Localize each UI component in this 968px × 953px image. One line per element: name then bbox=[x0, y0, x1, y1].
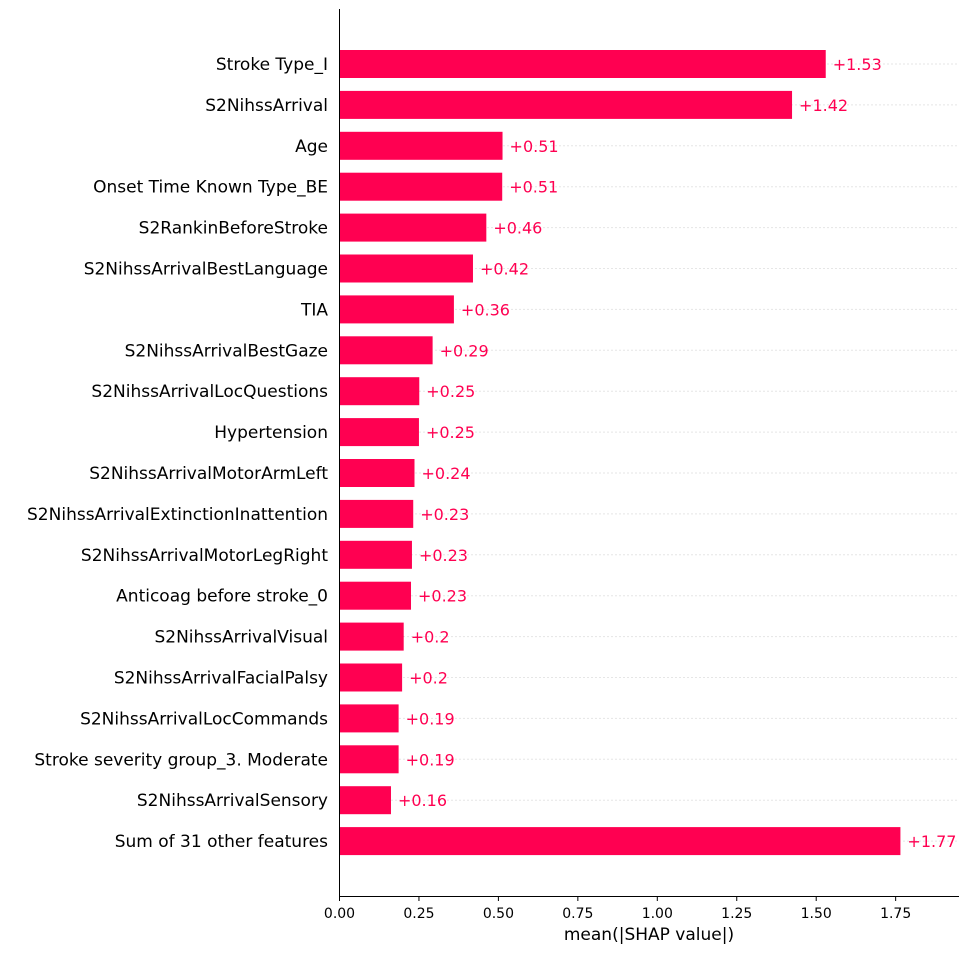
feature-label: S2NihssArrivalMotorArmLeft bbox=[89, 464, 328, 484]
bar bbox=[339, 131, 503, 160]
feature-label: S2NihssArrivalFacialPalsy bbox=[114, 669, 328, 689]
feature-label: S2NihssArrivalVisual bbox=[154, 628, 328, 648]
value-label: +0.16 bbox=[398, 791, 447, 810]
bar bbox=[339, 213, 487, 242]
bar bbox=[339, 622, 404, 651]
feature-label: S2NihssArrivalBestLanguage bbox=[84, 260, 328, 280]
value-label: +0.25 bbox=[426, 423, 475, 442]
feature-label: Onset Time Known Type_BE bbox=[93, 178, 328, 198]
feature-label: S2NihssArrivalMotorLegRight bbox=[81, 546, 328, 566]
x-tick-label: 1.00 bbox=[642, 906, 673, 922]
feature-label: S2NihssArrivalLocQuestions bbox=[91, 382, 328, 402]
feature-label: Hypertension bbox=[214, 423, 328, 443]
value-label: +0.19 bbox=[406, 709, 455, 728]
bar bbox=[339, 254, 473, 283]
bar bbox=[339, 377, 420, 406]
feature-label: S2NihssArrivalLocCommands bbox=[80, 709, 328, 729]
bars bbox=[339, 50, 901, 856]
bar bbox=[339, 663, 403, 692]
feature-labels: Stroke Type_I S2NihssArrival Age Onset Time… bbox=[27, 55, 328, 852]
value-labels: +1.53 +1.42 +0.51 +0.51 +0.46 +0.42 +0.36 +0.29… bbox=[398, 55, 956, 851]
value-label: +0.29 bbox=[440, 341, 489, 360]
value-label: +0.23 bbox=[418, 587, 467, 606]
value-label: +0.25 bbox=[426, 382, 475, 401]
x-tick-label: 0.75 bbox=[562, 906, 593, 922]
bar bbox=[339, 581, 412, 610]
value-label: +0.42 bbox=[480, 260, 529, 279]
bar bbox=[339, 418, 419, 447]
bar bbox=[339, 745, 399, 774]
feature-label: Stroke severity group_3. Moderate bbox=[34, 750, 328, 770]
feature-label: S2NihssArrivalSensory bbox=[137, 791, 328, 811]
value-label: +1.77 bbox=[907, 832, 956, 851]
x-ticks: 0.00 0.25 0.50 0.75 1.00 1.25 1.50 1.75 bbox=[324, 896, 911, 922]
value-label: +1.42 bbox=[799, 96, 848, 115]
x-tick-label: 1.50 bbox=[801, 906, 832, 922]
x-tick-label: 0.50 bbox=[483, 906, 514, 922]
x-tick-label: 1.75 bbox=[880, 906, 911, 922]
feature-label: Sum of 31 other features bbox=[115, 832, 328, 852]
value-label: +0.51 bbox=[509, 178, 558, 197]
value-label: +0.46 bbox=[493, 219, 542, 238]
x-tick-label: 0.25 bbox=[403, 906, 434, 922]
value-label: +0.24 bbox=[422, 464, 471, 483]
value-label: +0.2 bbox=[411, 628, 450, 647]
value-label: +0.51 bbox=[510, 137, 559, 156]
feature-label: S2RankinBeforeStroke bbox=[139, 219, 328, 239]
bar bbox=[339, 786, 391, 815]
value-label: +0.23 bbox=[419, 546, 468, 565]
value-label: +1.53 bbox=[833, 55, 882, 74]
bar bbox=[339, 499, 414, 528]
feature-label: Stroke Type_I bbox=[216, 55, 328, 75]
bar bbox=[339, 540, 412, 569]
grid-lines bbox=[339, 63, 959, 842]
bar bbox=[339, 90, 793, 119]
x-axis-title: mean(|SHAP value|) bbox=[564, 925, 734, 945]
bar bbox=[339, 459, 415, 487]
bar bbox=[339, 50, 826, 78]
value-label: +0.36 bbox=[461, 300, 510, 319]
x-tick-label: 1.25 bbox=[721, 906, 752, 922]
feature-label: S2NihssArrivalExtinctionInattention bbox=[27, 505, 328, 525]
value-label: +0.19 bbox=[406, 750, 455, 769]
bar bbox=[339, 704, 399, 733]
bar bbox=[339, 336, 433, 365]
feature-label: S2NihssArrival bbox=[205, 96, 328, 116]
value-label: +0.2 bbox=[409, 669, 448, 688]
bar bbox=[339, 295, 454, 324]
feature-label: Anticoag before stroke_0 bbox=[116, 587, 328, 607]
x-tick-label: 0.00 bbox=[324, 906, 355, 922]
feature-label: Age bbox=[295, 137, 328, 157]
bar bbox=[339, 827, 901, 856]
bar bbox=[339, 172, 503, 201]
feature-label: S2NihssArrivalBestGaze bbox=[125, 341, 328, 361]
feature-label: TIA bbox=[300, 300, 328, 320]
value-label: +0.23 bbox=[420, 505, 469, 524]
